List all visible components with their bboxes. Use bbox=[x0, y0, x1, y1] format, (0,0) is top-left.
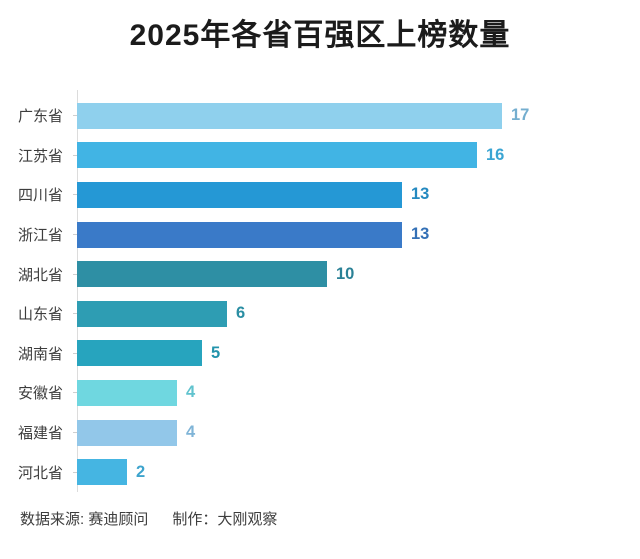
bar-row: 河北省 2 bbox=[0, 452, 640, 492]
category-label: 广东省 bbox=[18, 108, 64, 126]
bar-row: 江苏省 16 bbox=[0, 136, 640, 176]
bar bbox=[77, 379, 177, 406]
bar-row: 湖南省 5 bbox=[0, 334, 640, 374]
chart-title: 2025年各省百强区上榜数量 bbox=[129, 19, 511, 52]
axis-tick bbox=[73, 194, 77, 196]
bar-row: 广东省 17 bbox=[0, 96, 640, 136]
bar bbox=[77, 419, 177, 446]
category-label: 安徽省 bbox=[18, 385, 64, 403]
bar bbox=[77, 459, 127, 486]
category-label: 浙江省 bbox=[18, 227, 64, 245]
bar bbox=[77, 340, 202, 367]
bar-row: 福建省 4 bbox=[0, 413, 640, 453]
value-label: 13 bbox=[411, 225, 430, 244]
value-label: 4 bbox=[186, 423, 196, 442]
bar-row: 浙江省 13 bbox=[0, 215, 640, 255]
bar bbox=[77, 142, 477, 169]
value-label: 5 bbox=[211, 343, 221, 362]
axis-tick bbox=[73, 471, 77, 473]
axis-tick bbox=[73, 392, 77, 394]
value-label: 16 bbox=[486, 145, 505, 164]
value-label: 2 bbox=[136, 462, 146, 481]
bar bbox=[77, 261, 327, 288]
category-label: 河北省 bbox=[18, 464, 64, 482]
bar-row: 湖北省 10 bbox=[0, 254, 640, 294]
axis-tick bbox=[73, 313, 77, 315]
bar bbox=[77, 102, 502, 129]
axis-tick bbox=[73, 234, 77, 236]
bar-chart: 广东省 17 江苏省 16 四川省 13 浙江省 13 湖北省 10 山东省 6 湖南省 5 安徽省 4 福建省… bbox=[0, 90, 640, 492]
category-label: 湖南省 bbox=[18, 345, 64, 363]
value-label: 10 bbox=[336, 264, 355, 283]
data-source-label: 数据来源: 赛迪顾问 bbox=[20, 511, 149, 528]
category-label: 四川省 bbox=[18, 187, 64, 205]
axis-tick bbox=[73, 115, 77, 117]
category-label: 山东省 bbox=[18, 306, 64, 324]
axis-tick bbox=[73, 154, 77, 156]
bar-row: 山东省 6 bbox=[0, 294, 640, 334]
bar bbox=[77, 181, 402, 208]
credit-label: 制作：大刚观察 bbox=[172, 511, 278, 528]
value-label: 6 bbox=[236, 304, 246, 323]
chart-page: 2025年各省百强区上榜数量 广东省 17 江苏省 16 四川省 13 浙江省 13 湖北省 10… bbox=[0, 14, 640, 529]
category-label: 湖北省 bbox=[18, 266, 64, 284]
value-label: 13 bbox=[411, 185, 430, 204]
category-label: 江苏省 bbox=[18, 147, 64, 165]
axis-tick bbox=[73, 273, 77, 275]
bar bbox=[77, 300, 227, 327]
bar-row: 安徽省 4 bbox=[0, 373, 640, 413]
footer: 数据来源: 赛迪顾问 制作：大刚观察 bbox=[0, 508, 640, 529]
value-label: 4 bbox=[186, 383, 196, 402]
value-label: 17 bbox=[511, 106, 530, 125]
axis-tick bbox=[73, 432, 77, 434]
bar bbox=[77, 221, 402, 248]
axis-tick bbox=[73, 352, 77, 354]
y-axis-line bbox=[77, 90, 78, 492]
bar-rows: 广东省 17 江苏省 16 四川省 13 浙江省 13 湖北省 10 山东省 6 湖南省 5 安徽省 4 福建省… bbox=[0, 96, 640, 492]
bar-row: 四川省 13 bbox=[0, 175, 640, 215]
category-label: 福建省 bbox=[18, 425, 64, 443]
